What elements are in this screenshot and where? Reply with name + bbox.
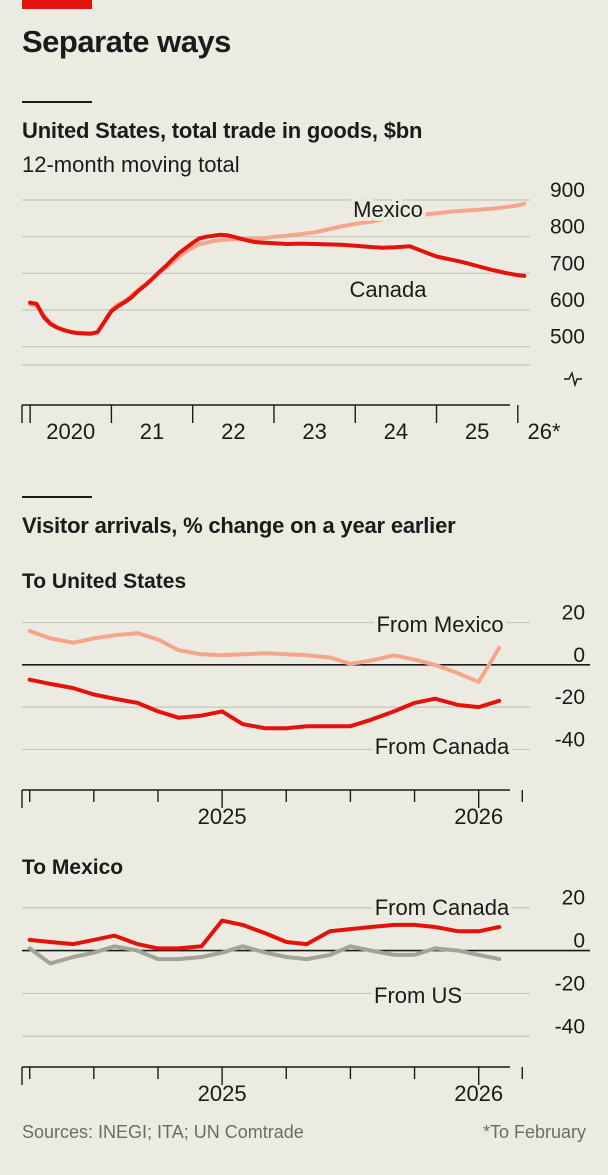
to-mexico-chart: 20 0 -20 -40 2025 2026 From Canada From US <box>21 887 590 1106</box>
series-line-mexico <box>28 201 527 336</box>
x-tick-label: 24 <box>384 419 408 444</box>
to-us-chart: 20 0 -20 -40 2025 2026 From Mexico From Canada <box>21 602 590 829</box>
x-tick-label: 2026 <box>454 804 503 829</box>
y-tick-label: 500 <box>550 326 585 349</box>
brand-flag <box>22 0 92 9</box>
series-label: From US <box>374 983 462 1008</box>
series-label: From Canada <box>375 734 510 759</box>
chart-title: Separate ways <box>22 24 231 59</box>
series-line-from-canada <box>27 677 502 731</box>
y-tick-label: 900 <box>550 179 585 202</box>
y-tick-label: 700 <box>550 252 585 275</box>
to-us-panel-title: To United States <box>22 570 187 593</box>
x-tick-label: 2025 <box>198 804 247 829</box>
y-tick-label: 0 <box>573 930 585 953</box>
series-label: Mexico <box>353 197 423 222</box>
section-rule <box>22 101 92 103</box>
series-line-from-mexico <box>27 629 502 684</box>
y-tick-label: 800 <box>550 216 585 239</box>
visitor-section-title: Visitor arrivals, % change on a year ear… <box>22 513 456 538</box>
x-tick-label: 21 <box>140 419 164 444</box>
series-label: Canada <box>349 277 427 302</box>
axis-break-icon <box>564 370 582 388</box>
series-label: From Mexico <box>376 612 503 637</box>
y-tick-label: 20 <box>562 602 585 625</box>
x-tick-label: 2025 <box>198 1081 247 1106</box>
trade-chart-title: United States, total trade in goods, $bn <box>22 118 423 143</box>
x-tick-label: 22 <box>221 419 245 444</box>
to-mexico-panel-title: To Mexico <box>22 856 124 879</box>
source-note: Sources: INEGI; ITA; UN Comtrade <box>22 1122 304 1142</box>
x-tick-label: 25 <box>465 419 489 444</box>
series-label: From Canada <box>375 895 510 920</box>
x-tick-label: 23 <box>302 419 326 444</box>
y-tick-label: -20 <box>555 972 585 995</box>
footnote: *To February <box>482 1122 586 1142</box>
section-rule <box>22 496 92 498</box>
x-tick-label: 26* <box>528 419 561 444</box>
series-line-from-us <box>27 944 502 966</box>
y-tick-label: 600 <box>550 289 585 312</box>
series-line-canada <box>28 232 527 336</box>
trade-chart: 500 600 700 800 900 2020 21 22 23 24 25 26* Mexico Ca… <box>21 179 585 444</box>
y-tick-label: 0 <box>573 644 585 667</box>
x-tick-label: 2026 <box>454 1081 503 1106</box>
x-tick-label: 2020 <box>46 419 95 444</box>
y-tick-label: -40 <box>555 728 585 751</box>
y-tick-label: 20 <box>562 887 585 910</box>
y-tick-label: -20 <box>555 686 585 709</box>
y-tick-label: -40 <box>555 1015 585 1038</box>
series-line-from-canada <box>27 918 502 951</box>
trade-chart-subtitle: 12-month moving total <box>22 152 240 177</box>
